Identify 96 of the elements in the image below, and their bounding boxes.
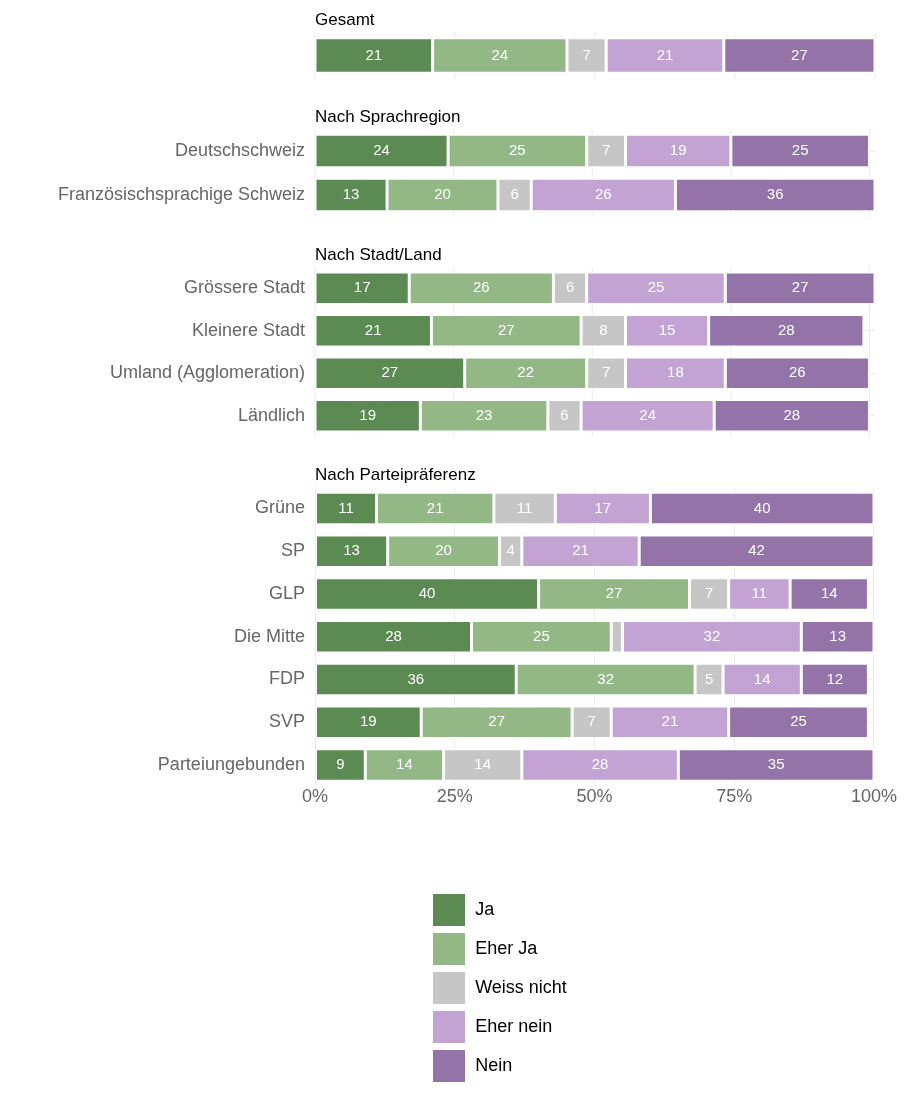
data-label: 7 [587,712,596,730]
data-label: 27 [488,712,506,730]
data-label: 27 [791,45,808,63]
data-label: 6 [560,405,569,423]
y-tick-label: SP [280,540,305,561]
data-label: 20 [435,541,452,559]
legend-label: Eher Ja [475,938,538,959]
y-tick-label: Die Mitte [233,625,305,646]
data-label: 25 [533,626,550,644]
data-label: 19 [669,141,687,159]
data-label: 25 [791,141,809,159]
data-label: 18 [667,363,684,381]
data-label: 13 [829,626,846,644]
y-tick-label: Kleinere Stadt [191,319,305,340]
data-label: 7 [601,363,611,381]
data-label: 28 [591,755,609,773]
data-label: 27 [497,320,515,338]
x-tick-label: 0% [301,786,329,807]
data-label: 21 [656,45,674,63]
y-tick-label: FDP [269,668,305,689]
data-label: 14 [396,755,413,773]
data-label: 12 [826,669,844,687]
data-label: 28 [385,626,402,644]
data-label: 13 [342,185,360,203]
data-label: 32 [597,669,615,687]
data-label: 21 [572,541,589,559]
data-label: 25 [509,141,526,159]
data-label: 15 [658,320,676,338]
y-tick-label: SVP [268,711,305,732]
data-label: 24 [373,141,390,159]
data-label: 14 [820,584,838,602]
data-label: 4 [506,541,515,559]
data-label: 24 [491,45,509,63]
x-tick-label: 25% [436,786,473,807]
data-label: 21 [364,320,382,338]
data-label: 6 [565,278,575,296]
data-label: 13 [343,541,360,559]
data-label: 19 [359,405,377,423]
data-label: 8 [599,320,608,338]
data-label: 14 [753,669,771,687]
y-tick-label: GLP [268,582,305,603]
data-label: 25 [790,712,807,730]
data-label: 27 [381,363,399,381]
chart-title: Nach Parteipräferenz [314,464,477,486]
data-label: 17 [353,278,371,296]
data-label: 32 [703,626,721,644]
data-label: 42 [748,541,765,559]
data-label: 20 [434,185,451,203]
legend-label: Nein [475,1055,513,1076]
y-tick-label: Deutschschweiz [174,139,305,160]
y-tick-label: Parteiungebunden [157,753,305,774]
x-tick-label: 50% [576,786,613,807]
data-label: 26 [594,185,612,203]
data-label: 28 [783,405,801,423]
chart-title: Nach Sprachregion [314,106,462,128]
data-label: 21 [365,45,383,63]
data-label: 11 [516,498,533,516]
y-tick-label: Ländlich [237,404,305,425]
data-label: 40 [753,498,771,516]
data-label: 23 [475,405,493,423]
data-label: 9 [336,755,345,773]
data-label: 17 [594,498,612,516]
data-label: 26 [789,363,806,381]
data-label: 7 [582,45,591,63]
x-tick-label: 75% [716,786,753,807]
data-label: 24 [639,405,657,423]
chart-title: Nach Stadt/Land [314,244,443,266]
data-label: 40 [418,584,436,602]
data-label: 35 [767,755,785,773]
y-tick-label: Grüne [254,497,305,518]
y-tick-label: Umland (Agglomeration) [109,362,305,383]
data-label: 5 [704,669,714,687]
x-tick-label: 100% [850,786,897,807]
data-label: 36 [407,669,425,687]
data-label: 19 [360,712,377,730]
legend-label: Weiss nicht [475,977,567,998]
data-label: 25 [647,278,665,296]
data-label: 27 [605,584,623,602]
data-label: 7 [601,141,611,159]
data-label: 36 [766,185,784,203]
data-label: 11 [338,498,354,516]
data-label: 7 [704,584,714,602]
data-label: 14 [474,755,492,773]
data-label: 21 [661,712,679,730]
legend-label: Ja [475,899,495,920]
y-tick-label: Grössere Stadt [183,277,305,298]
data-label: 26 [472,278,490,296]
legend-label: Eher nein [475,1016,553,1037]
chart-title: Gesamt [314,9,376,31]
data-label: 28 [777,320,795,338]
data-label: 11 [751,584,768,602]
y-tick-label: Französischsprachige Schweiz [57,183,305,204]
data-label: 22 [517,363,535,381]
data-label: 27 [791,278,809,296]
data-label: 6 [510,185,519,203]
data-label: 21 [426,498,444,516]
